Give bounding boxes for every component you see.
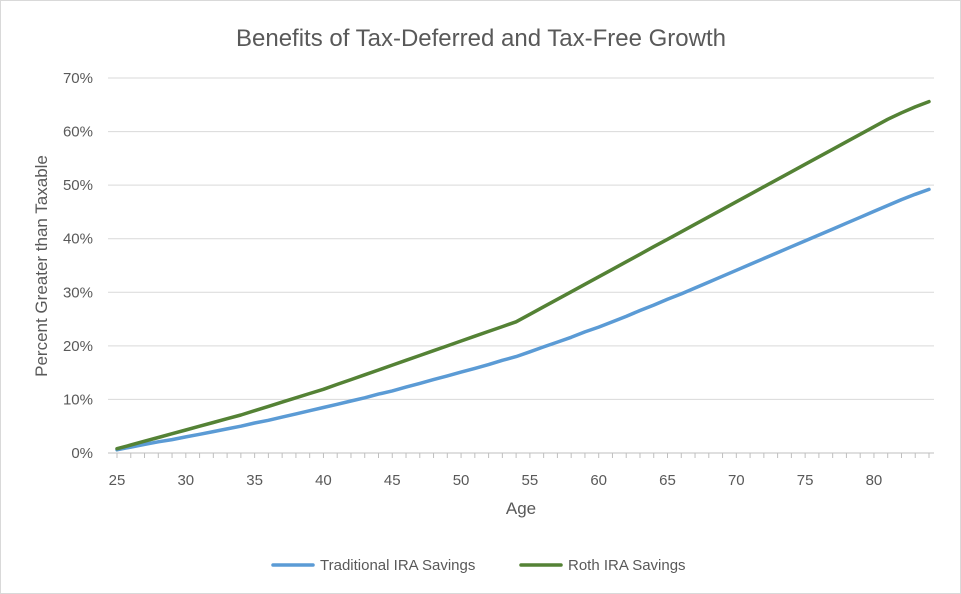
y-tick-label: 50% bbox=[63, 177, 93, 194]
series-line-0 bbox=[115, 187, 931, 452]
x-tick-label: 30 bbox=[177, 472, 194, 489]
x-tick-label: 70 bbox=[728, 472, 745, 489]
series-line-1 bbox=[115, 99, 931, 451]
y-tick-label: 0% bbox=[71, 445, 93, 462]
y-tick-label: 70% bbox=[63, 70, 93, 87]
x-tick-label: 35 bbox=[246, 472, 263, 489]
x-tick-label: 50 bbox=[453, 472, 470, 489]
x-tick-label: 60 bbox=[590, 472, 607, 489]
y-tick-label: 60% bbox=[63, 124, 93, 141]
x-tick-label: 45 bbox=[384, 472, 401, 489]
x-tick-labels: 25 30 35 40 45 50 55 60 65 70 75 80 bbox=[109, 472, 883, 489]
y-tick-label: 20% bbox=[63, 338, 93, 355]
y-tick-label: 10% bbox=[63, 391, 93, 408]
x-axis-label: Age bbox=[506, 499, 536, 518]
x-tick-label: 75 bbox=[797, 472, 814, 489]
x-tick-label: 40 bbox=[315, 472, 332, 489]
legend: Traditional IRA Savings Roth IRA Savings bbox=[271, 557, 686, 574]
x-tick-label: 25 bbox=[109, 472, 126, 489]
series-lines bbox=[115, 99, 931, 452]
y-tick-label: 40% bbox=[63, 231, 93, 248]
chart-title: Benefits of Tax-Deferred and Tax-Free Gr… bbox=[236, 25, 726, 52]
y-tick-labels: 0% 10% 20% 30% 40% 50% 60% 70% bbox=[63, 70, 93, 462]
axes bbox=[108, 452, 934, 458]
gridlines bbox=[108, 77, 934, 400]
legend-label: Roth IRA Savings bbox=[568, 557, 686, 574]
x-tick-label: 65 bbox=[659, 472, 676, 489]
legend-label: Traditional IRA Savings bbox=[320, 557, 475, 574]
x-tick-label: 55 bbox=[522, 472, 539, 489]
y-tick-label: 30% bbox=[63, 284, 93, 301]
x-tick-label: 80 bbox=[866, 472, 883, 489]
y-axis-label: Percent Greater than Taxable bbox=[32, 155, 51, 377]
